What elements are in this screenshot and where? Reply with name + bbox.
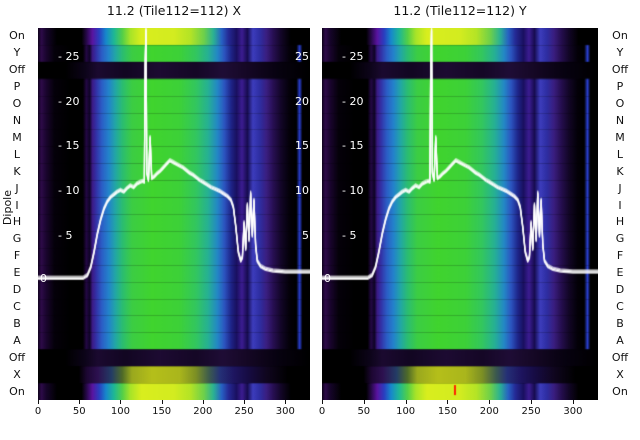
- x-tick-mark: [79, 400, 81, 404]
- row-label-g: G: [615, 232, 625, 246]
- row-label-on: On: [9, 29, 25, 43]
- x-tick-label: 300: [275, 406, 295, 417]
- inner-y-tick: - 20: [342, 94, 364, 108]
- row-label-k: K: [13, 164, 21, 178]
- x-tick-mark: [531, 400, 533, 404]
- row-label-h: H: [615, 215, 625, 229]
- row-label-n: N: [615, 114, 625, 127]
- inner-y-tick: 5: [302, 229, 309, 243]
- x-tick-label: 150: [437, 406, 457, 417]
- right-heatmap-panel: - 25 - 20 - 15 - 10 - 5 0: [322, 28, 598, 400]
- inner-y-tick: 10: [295, 184, 309, 198]
- row-label-h: H: [12, 215, 22, 229]
- row-label-o: O: [12, 97, 22, 111]
- row-label-off: Off: [8, 350, 26, 364]
- x-tick-mark: [322, 400, 323, 404]
- row-label-a: A: [616, 333, 624, 347]
- inner-y-tick: - 20: [58, 94, 80, 108]
- x-tick-label: 300: [563, 406, 583, 417]
- row-label-off: Off: [8, 63, 26, 77]
- row-label-f: F: [616, 249, 624, 263]
- row-label-y: Y: [13, 46, 21, 60]
- row-label-d: D: [12, 283, 22, 297]
- row-label-j: J: [618, 181, 622, 195]
- row-label-f: F: [13, 249, 21, 263]
- x-tick-label: 200: [193, 406, 213, 417]
- row-label-y: Y: [616, 46, 624, 60]
- inner-y-tick: - 25: [342, 49, 364, 63]
- row-label-l: L: [13, 147, 21, 161]
- left-row-labels: On Y Off P O N M L K J I H G F E D C B A Off X On: [0, 28, 34, 400]
- x-tick-mark: [405, 400, 407, 404]
- inner-y-tick: - 5: [342, 229, 357, 243]
- row-label-n: N: [12, 114, 22, 127]
- row-label-e: E: [13, 266, 21, 280]
- x-tick-mark: [489, 400, 491, 404]
- inner-y-tick: 20: [295, 94, 309, 108]
- row-label-on: On: [612, 29, 628, 43]
- x-tick-mark: [572, 400, 574, 404]
- inner-y-tick: 15: [295, 139, 309, 153]
- row-label-x: X: [13, 367, 21, 381]
- left-panel-title: 11.2 (Tile112=112) X: [106, 3, 242, 18]
- inner-y-tick: - 10: [58, 184, 80, 198]
- row-label-a: A: [13, 333, 21, 347]
- x-tick-mark: [120, 400, 122, 404]
- inner-y-tick: 25: [295, 49, 309, 63]
- inner-y-zero: 0: [324, 271, 331, 285]
- x-tick-label: 150: [152, 406, 172, 417]
- row-label-off: Off: [611, 350, 629, 364]
- x-tick-mark: [285, 400, 287, 404]
- row-label-c: C: [13, 300, 21, 313]
- x-tick-mark: [202, 400, 204, 404]
- x-tick-label: 50: [357, 406, 371, 417]
- inner-y-zero: 0: [40, 271, 47, 285]
- row-label-p: P: [616, 80, 624, 94]
- row-label-j: J: [15, 181, 19, 195]
- x-tick-label: 200: [479, 406, 499, 417]
- inner-y-tick: - 15: [58, 139, 80, 153]
- right-panel-title: 11.2 (Tile112=112) Y: [393, 3, 527, 18]
- left-heatmap-panel: - 25 25 - 20 20 - 15 15 - 10 10 - 5 5 0: [38, 28, 310, 400]
- right-heatmap-canvas: [322, 28, 598, 400]
- row-label-on: On: [9, 384, 25, 398]
- x-tick-label: 250: [521, 406, 541, 417]
- x-tick-mark: [38, 400, 39, 404]
- inner-y-tick: - 10: [342, 184, 364, 198]
- row-label-b: B: [616, 316, 624, 330]
- row-label-k: K: [616, 164, 624, 178]
- x-tick-label: 100: [110, 406, 130, 417]
- x-tick-mark: [161, 400, 163, 404]
- row-label-m: M: [12, 130, 22, 144]
- x-tick-label: 250: [234, 406, 254, 417]
- inner-y-tick: - 25: [58, 49, 80, 63]
- x-tick-mark: [447, 400, 449, 404]
- left-heatmap-canvas: [38, 28, 310, 400]
- x-tick-mark: [244, 400, 246, 404]
- x-tick-mark: [363, 400, 365, 404]
- x-tick-label: 50: [72, 406, 86, 417]
- row-label-c: C: [616, 300, 624, 313]
- right-row-labels: On Y Off P O N M L K J I H G F E D C B A Off X On: [601, 28, 639, 400]
- row-label-b: B: [13, 316, 21, 330]
- row-label-d: D: [615, 283, 625, 297]
- row-label-off: Off: [611, 63, 629, 77]
- inner-y-tick: - 15: [342, 139, 364, 153]
- x-tick-label: 0: [318, 406, 326, 417]
- row-label-p: P: [13, 80, 21, 94]
- x-tick-label: 100: [396, 406, 416, 417]
- inner-y-tick: - 5: [58, 229, 73, 243]
- row-label-i: I: [618, 198, 622, 212]
- row-label-on: On: [612, 384, 628, 398]
- row-label-g: G: [12, 232, 22, 246]
- row-label-x: X: [616, 367, 624, 381]
- row-label-m: M: [615, 130, 625, 144]
- row-label-i: I: [15, 198, 19, 212]
- x-tick-label: 0: [34, 406, 42, 417]
- row-label-e: E: [616, 266, 624, 280]
- row-label-l: L: [616, 147, 624, 161]
- row-label-o: O: [615, 97, 625, 111]
